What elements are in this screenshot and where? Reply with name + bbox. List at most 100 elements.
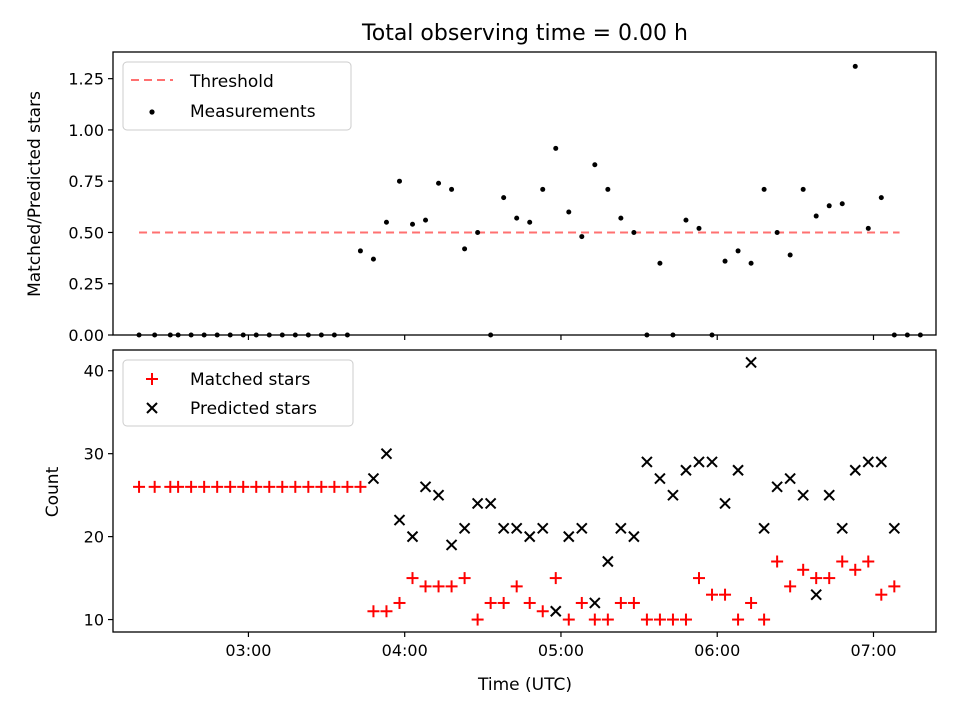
- matched-star-point: [732, 613, 745, 626]
- matched-star-point: [276, 480, 289, 493]
- measurement-point: [449, 186, 455, 192]
- top-y-axis-label: Matched/Predicted stars: [25, 91, 45, 297]
- matched-star-point: [706, 588, 719, 601]
- bottom-plot-area: [112, 349, 937, 633]
- measurement-point: [410, 221, 416, 227]
- measurement-point: [631, 229, 637, 235]
- x-axis-label: Time (UTC): [477, 675, 572, 695]
- measurement-point: [917, 332, 923, 338]
- measurement-point: [644, 332, 650, 338]
- matched-star-point: [888, 580, 901, 593]
- matched-star-point: [367, 605, 380, 618]
- predicted-star-point: [458, 522, 471, 535]
- matched-star-point: [810, 572, 823, 585]
- matched-star-point: [497, 596, 510, 609]
- legend-predicted-label: Predicted stars: [190, 399, 317, 419]
- predicted-star-point: [680, 464, 692, 476]
- bottom-y-tick-label: 40: [84, 362, 104, 381]
- measurement-point: [227, 332, 233, 338]
- matched-star-point: [471, 613, 484, 626]
- predicted-star-point: [732, 464, 744, 476]
- matched-star-point: [224, 480, 237, 493]
- measurement-point: [605, 186, 611, 192]
- matched-star-point: [289, 480, 302, 493]
- measurement-point: [436, 180, 442, 186]
- matched-star-point: [601, 613, 614, 626]
- measurement-point: [167, 332, 173, 338]
- measurement-point: [774, 229, 780, 235]
- measurement-point: [683, 217, 689, 223]
- top-legend: Threshold Measurements: [122, 61, 352, 131]
- predicted-star-point: [836, 522, 848, 535]
- measurement-point: [579, 234, 585, 240]
- matched-star-point: [133, 480, 146, 493]
- matched-star-point: [745, 596, 758, 609]
- legend-measurements-swatch: [149, 109, 155, 115]
- measurement-point: [839, 201, 845, 207]
- matched-star-point: [148, 480, 161, 493]
- predicted-star-point: [524, 530, 536, 543]
- measurement-point: [527, 219, 533, 225]
- matched-star-point: [640, 613, 653, 626]
- measurement-point: [540, 186, 546, 192]
- measurement-point: [344, 332, 350, 338]
- measurement-point: [488, 332, 494, 338]
- top-plot-area: [112, 51, 937, 336]
- measurement-point: [852, 63, 858, 69]
- measurement-point: [891, 332, 897, 338]
- measurement-point: [136, 332, 142, 338]
- predicted-star-point: [602, 555, 614, 568]
- measurement-point: [331, 332, 337, 338]
- matched-star-point: [653, 613, 666, 626]
- predicted-star-point: [784, 472, 796, 485]
- predicted-star-point: [419, 481, 432, 493]
- predicted-star-point: [654, 472, 666, 485]
- measurement-point: [514, 215, 520, 221]
- measurement-point: [318, 332, 324, 338]
- x-tick-label: 04:00: [382, 641, 428, 660]
- measurement-point: [175, 332, 181, 338]
- measurement-point: [722, 258, 728, 264]
- measurement-point: [188, 332, 194, 338]
- x-tick-label: 06:00: [694, 641, 740, 660]
- predicted-star-point: [693, 456, 705, 468]
- measurement-point: [396, 178, 402, 184]
- predicted-star-point: [667, 489, 679, 501]
- measurement-point: [748, 260, 754, 266]
- matched-star-point: [510, 580, 523, 593]
- measurement-point: [904, 332, 910, 338]
- matched-star-point: [875, 588, 888, 601]
- bottom-y-tick-label: 10: [84, 611, 104, 630]
- matched-star-point: [328, 480, 341, 493]
- predicted-star-point: [888, 522, 901, 535]
- matched-star-point: [315, 480, 328, 493]
- measurement-point: [370, 256, 376, 262]
- measurement-point: [670, 332, 676, 338]
- measurement-point: [201, 332, 207, 338]
- measurement-point: [383, 219, 389, 225]
- matched-star-point: [823, 572, 836, 585]
- measurement-point: [501, 195, 507, 201]
- top-y-tick-label: 0.75: [68, 172, 104, 191]
- predicted-star-point: [862, 456, 874, 468]
- matched-star-point: [263, 480, 276, 493]
- predicted-star-point: [563, 530, 575, 543]
- bottom-panel: [112, 349, 937, 633]
- predicted-star-point: [576, 522, 588, 535]
- top-y-tick-label: 0.00: [68, 326, 104, 345]
- matched-star-point: [536, 605, 549, 618]
- matched-star-point: [380, 605, 393, 618]
- matched-star-point: [614, 596, 627, 609]
- matched-star-point: [237, 480, 250, 493]
- top-y-tick-label: 0.25: [68, 275, 104, 294]
- predicted-star-point: [628, 530, 640, 543]
- legend-threshold-label: Threshold: [189, 72, 274, 92]
- predicted-star-point: [484, 497, 497, 510]
- predicted-star-point: [758, 522, 770, 535]
- matched-star-point: [758, 613, 771, 626]
- measurement-point: [462, 246, 468, 252]
- legend-matched-label: Matched stars: [190, 370, 310, 390]
- matched-star-point: [679, 613, 692, 626]
- measurement-point: [735, 248, 741, 254]
- matched-star-point: [692, 572, 705, 585]
